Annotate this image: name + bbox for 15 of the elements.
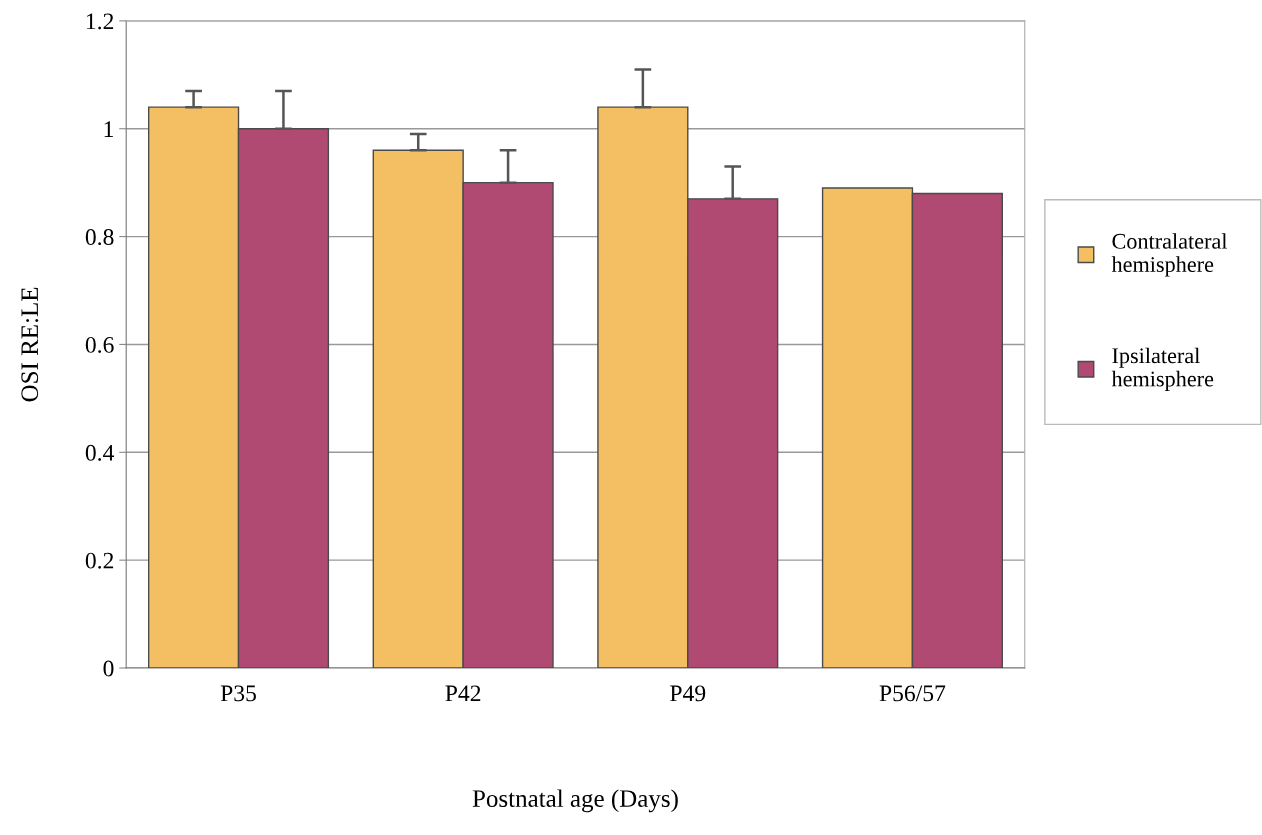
x-tick-label: P56/57 (879, 685, 946, 702)
x-tick-label: P42 (445, 685, 481, 702)
y-tick-label: 0.4 (85, 444, 115, 461)
y-tick-label: 1.2 (86, 13, 114, 30)
x-tick-label: P35 (220, 685, 256, 702)
legend-label: Contralateral hemisphere (1111, 233, 1228, 277)
y-tick-label: 0.6 (85, 336, 114, 353)
x-axis-title: Postnatal age (Days) (472, 789, 678, 813)
x-tick-label: P49 (670, 685, 706, 702)
y-tick-label: 1 (104, 121, 113, 137)
legend-label: Ipsilateral hemisphere (1111, 347, 1214, 392)
y-axis-title: OSI RE:LE (21, 287, 39, 402)
y-tick-label: 0 (103, 660, 114, 677)
y-tick-label: 0.8 (85, 229, 114, 246)
y-tick-label: 0.2 (85, 552, 114, 569)
